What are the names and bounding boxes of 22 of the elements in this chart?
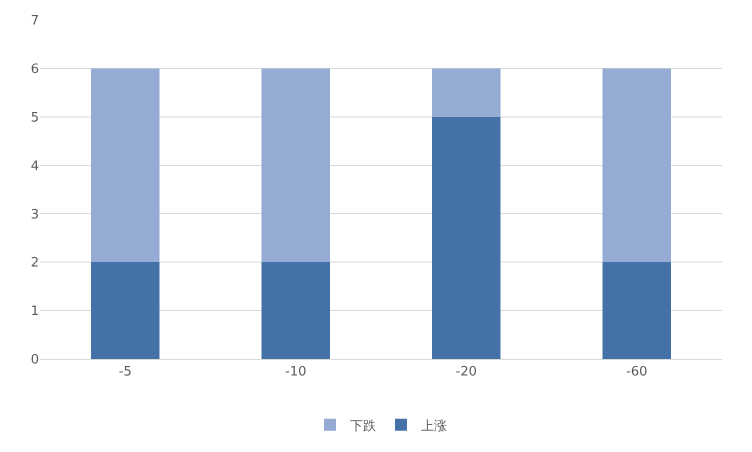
y-tick-label: 7 [30,14,39,29]
y-tick-label: 5 [30,110,39,126]
bar [602,262,671,359]
legend-label: 上涨 [421,418,447,434]
legend-label: 下跌 [350,418,376,434]
bar [432,68,500,117]
x-tick-label: -20 [456,364,477,380]
bar [91,68,160,262]
bar [91,262,160,359]
x-tick-label: -60 [626,364,648,380]
bar [262,262,330,359]
y-tick-label: 1 [30,304,39,320]
y-tick-label: 2 [30,256,39,271]
y-tick-label: 6 [30,62,39,77]
x-tick-label: -5 [118,364,132,380]
bar [262,68,330,262]
bar [432,116,500,359]
y-tick-label: 4 [30,158,39,174]
y-tick-label: 0 [30,352,39,368]
bar [602,68,671,262]
y-tick-label: 3 [30,207,39,222]
x-tick-label: -10 [285,364,306,380]
